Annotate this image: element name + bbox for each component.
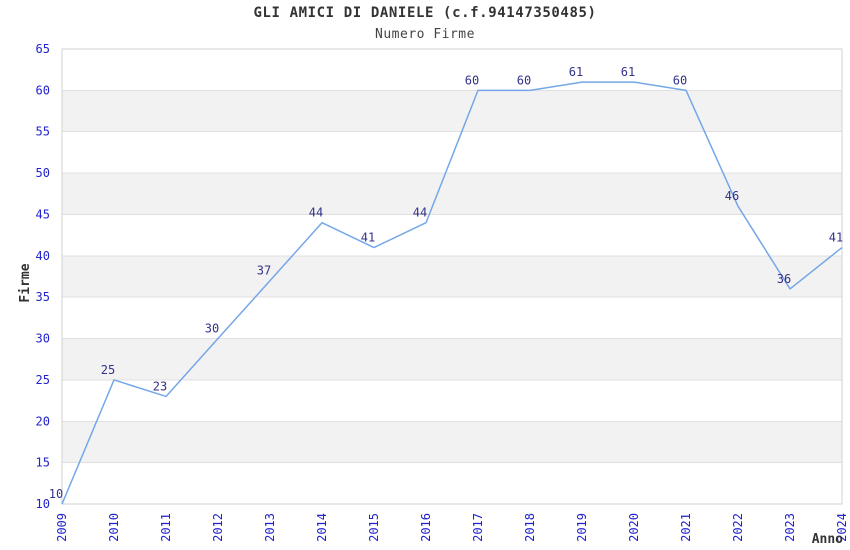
x-tick-label: 2024 [835, 513, 849, 542]
data-point-label: 30 [205, 322, 219, 336]
y-tick-label: 30 [36, 332, 50, 346]
data-point-label: 44 [413, 206, 427, 220]
data-point-label: 44 [309, 206, 323, 220]
y-tick-label: 15 [36, 456, 50, 470]
data-point-label: 60 [465, 73, 479, 87]
x-tick-label: 2015 [367, 513, 381, 542]
x-tick-label: 2021 [679, 513, 693, 542]
data-point-label: 60 [673, 73, 687, 87]
x-tick-label: 2022 [731, 513, 745, 542]
y-tick-label: 65 [36, 42, 50, 56]
grid-band [62, 255, 842, 298]
x-tick-label: 2012 [211, 513, 225, 542]
y-tick-label: 50 [36, 166, 50, 180]
x-tick-label: 2013 [263, 513, 277, 542]
y-tick-label: 35 [36, 290, 50, 304]
data-point-label: 36 [777, 272, 791, 286]
y-tick-label: 10 [36, 497, 50, 511]
data-point-label: 23 [153, 379, 167, 393]
grid-band [62, 173, 842, 215]
x-tick-label: 2018 [523, 513, 537, 542]
data-point-label: 25 [101, 363, 115, 377]
x-tick-label: 2014 [315, 513, 329, 542]
chart-subtitle: Numero Firme [375, 27, 475, 42]
x-tick-label: 2009 [55, 513, 69, 542]
grid-band [62, 90, 842, 132]
data-point-label: 37 [257, 264, 271, 278]
x-tick-label: 2023 [783, 513, 797, 542]
data-point-label: 60 [517, 73, 531, 87]
plot-border [61, 48, 843, 505]
x-tick-label: 2010 [107, 513, 121, 542]
data-point-label: 41 [361, 231, 375, 245]
y-tick-label: 25 [36, 373, 50, 387]
x-tick-label: 2017 [471, 513, 485, 542]
chart-title: GLI AMICI DI DANIELE (c.f.94147350485) [253, 5, 597, 21]
x-axis-title: Anno [811, 532, 843, 547]
x-tick-label: 2016 [419, 513, 433, 542]
grid-band [62, 338, 842, 380]
y-tick-label: 55 [36, 125, 50, 139]
data-point-label: 10 [49, 487, 63, 501]
line-series [61, 81, 843, 505]
x-tick-label: 2019 [575, 513, 589, 542]
x-tick-label: 2020 [627, 513, 641, 542]
y-tick-label: 40 [36, 249, 50, 263]
grid-band [62, 421, 842, 463]
y-tick-label: 60 [36, 83, 50, 97]
data-point-label: 61 [621, 65, 635, 79]
data-point-label: 41 [829, 231, 843, 245]
y-tick-label: 45 [36, 207, 50, 221]
y-axis-title: Firme [18, 263, 33, 303]
y-tick-label: 20 [36, 414, 50, 428]
data-point-label: 61 [569, 65, 583, 79]
x-tick-label: 2011 [159, 513, 173, 542]
data-point-label: 46 [725, 189, 739, 203]
